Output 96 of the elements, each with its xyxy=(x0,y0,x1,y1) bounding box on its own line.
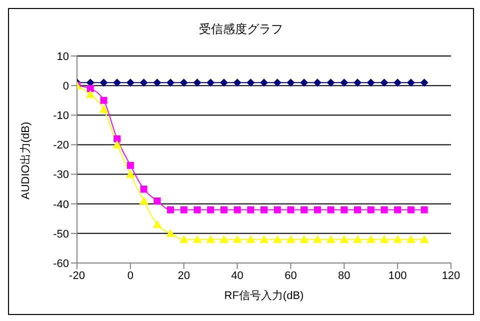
point xyxy=(113,78,122,87)
point xyxy=(206,234,216,243)
point xyxy=(260,206,268,214)
point xyxy=(100,78,108,87)
point xyxy=(406,234,416,243)
point xyxy=(312,234,322,243)
point xyxy=(420,206,428,214)
point xyxy=(232,234,242,243)
point xyxy=(140,186,148,193)
point xyxy=(114,135,121,142)
point xyxy=(86,85,94,92)
y-tick-label: -40 xyxy=(53,198,69,211)
y-tick-label: 0 xyxy=(62,80,69,92)
point xyxy=(126,78,134,87)
point xyxy=(207,206,214,214)
point xyxy=(126,162,134,169)
point xyxy=(366,78,375,87)
point xyxy=(234,206,241,214)
point xyxy=(287,206,294,214)
point xyxy=(354,78,362,87)
point xyxy=(140,78,148,87)
chart-title: 受信感度グラフ xyxy=(198,21,284,38)
point xyxy=(260,78,268,87)
point xyxy=(380,206,388,214)
point xyxy=(394,206,402,214)
point xyxy=(246,78,255,87)
point xyxy=(340,206,348,214)
point xyxy=(192,234,202,243)
x-tick-label: 0 xyxy=(127,270,134,282)
point xyxy=(354,206,361,214)
point xyxy=(206,78,215,87)
point xyxy=(340,78,348,87)
point xyxy=(286,78,295,87)
point xyxy=(126,170,135,178)
y-tick-label: -60 xyxy=(53,258,69,270)
point xyxy=(220,206,228,214)
y-tick-label: -10 xyxy=(53,110,69,122)
point xyxy=(300,78,308,87)
point xyxy=(367,206,374,214)
point xyxy=(380,234,389,243)
y-axis-title: AUDIO出力(dB) xyxy=(18,122,32,200)
y-tick-label: -20 xyxy=(53,140,69,152)
point xyxy=(407,206,414,214)
point xyxy=(327,206,334,214)
point xyxy=(340,234,349,243)
point xyxy=(247,206,254,214)
point xyxy=(274,206,281,214)
x-tick-label: -20 xyxy=(69,270,85,282)
point xyxy=(193,78,202,87)
x-tick-label: 40 xyxy=(231,270,244,282)
point xyxy=(166,228,175,237)
point xyxy=(233,78,242,87)
point xyxy=(300,206,308,214)
point xyxy=(246,234,256,243)
point xyxy=(194,206,201,214)
point xyxy=(420,78,428,87)
point xyxy=(272,234,282,243)
point xyxy=(139,196,148,204)
point xyxy=(380,78,388,87)
point xyxy=(300,234,309,243)
y-tick-label: -50 xyxy=(53,228,69,240)
point xyxy=(366,234,376,243)
point xyxy=(353,234,362,243)
x-tick-label: 100 xyxy=(388,270,407,282)
point xyxy=(180,206,188,214)
x-axis-title: RF信号入力(dB) xyxy=(224,289,304,302)
point xyxy=(167,206,174,214)
point xyxy=(260,234,268,243)
x-tick-label: 60 xyxy=(284,270,297,282)
point xyxy=(326,234,336,243)
point xyxy=(219,234,228,243)
point xyxy=(86,90,95,98)
x-tick-label: 20 xyxy=(178,270,190,282)
point xyxy=(220,78,228,87)
point xyxy=(179,234,188,243)
point xyxy=(180,78,188,87)
point xyxy=(273,78,282,87)
point xyxy=(99,104,108,113)
point xyxy=(166,78,174,87)
y-tick-label: 10 xyxy=(56,50,69,63)
point xyxy=(100,96,108,104)
point xyxy=(393,234,402,243)
point xyxy=(394,78,402,87)
point xyxy=(313,78,322,87)
point xyxy=(314,206,321,214)
point xyxy=(406,78,415,87)
point xyxy=(154,197,161,204)
x-tick-label: 120 xyxy=(442,270,460,282)
point xyxy=(112,140,122,148)
x-tick-label: 80 xyxy=(338,270,350,282)
point xyxy=(152,220,162,228)
point xyxy=(326,78,335,87)
point xyxy=(420,234,429,243)
point xyxy=(153,78,162,87)
point xyxy=(286,234,296,243)
y-tick-label: -30 xyxy=(53,169,69,182)
